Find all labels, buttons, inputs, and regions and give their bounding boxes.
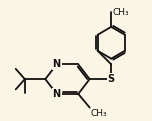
Text: CH₃: CH₃ xyxy=(112,8,129,17)
Text: N: N xyxy=(53,89,61,99)
Text: S: S xyxy=(108,74,115,84)
Text: N: N xyxy=(53,59,61,69)
Text: CH₃: CH₃ xyxy=(90,109,107,118)
